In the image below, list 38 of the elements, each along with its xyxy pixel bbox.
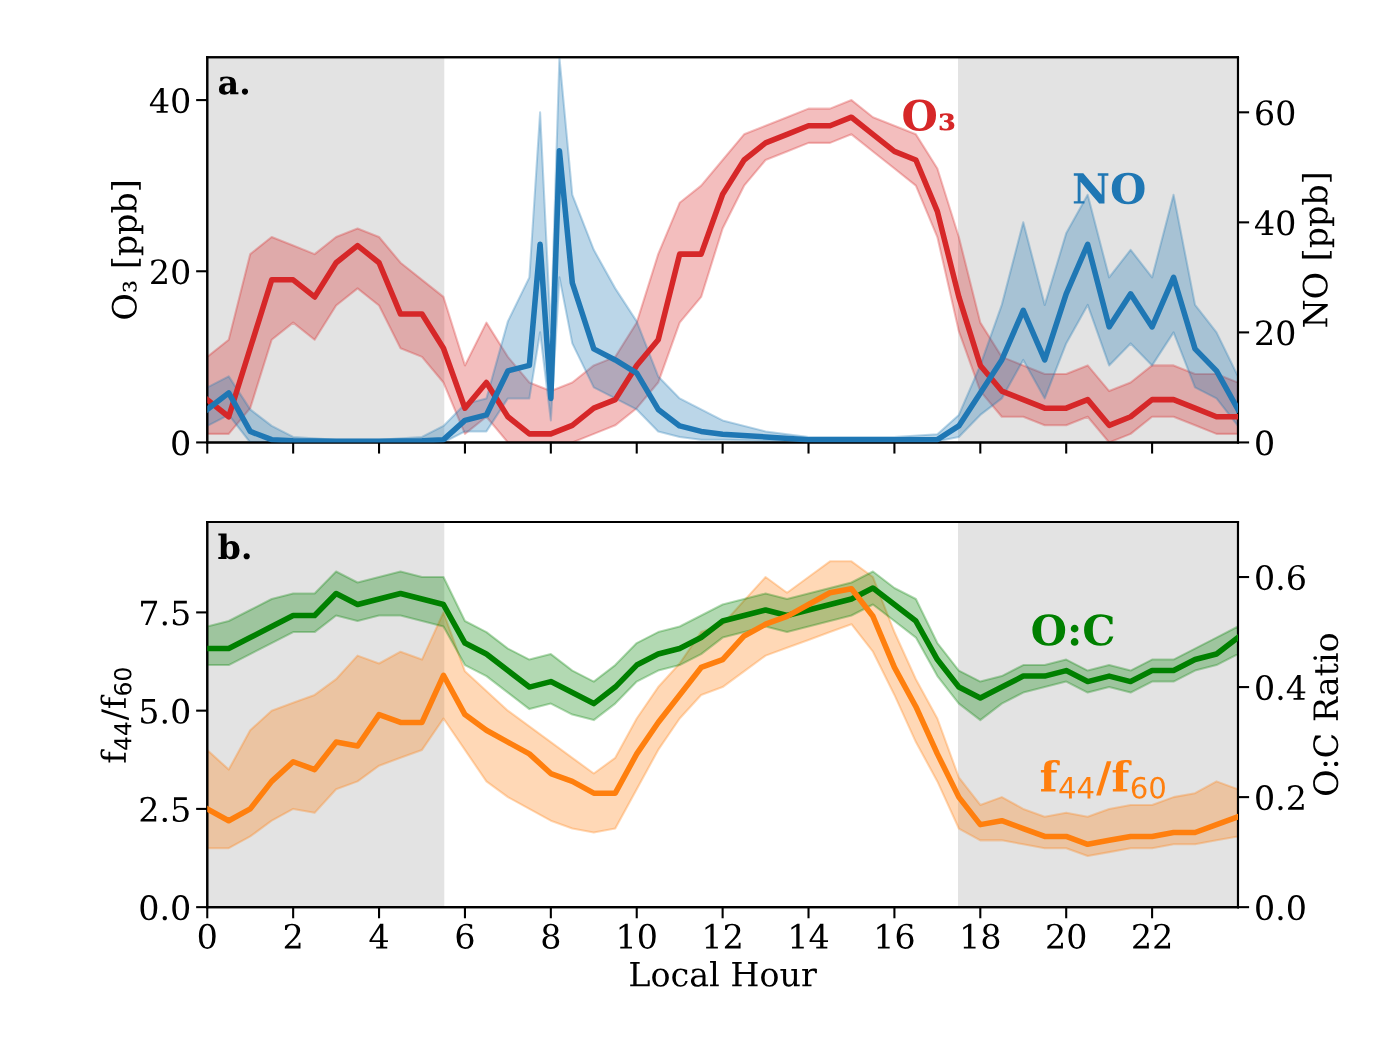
y-tick-label: 7.5	[141, 600, 189, 626]
x-tick-label: 22	[1133, 923, 1171, 949]
x-tick-label: 10	[619, 923, 656, 949]
y-axis-title: f$_{44}$/f$_{60}$	[100, 668, 132, 763]
series-label: O:C	[1032, 614, 1114, 646]
x-tick-label: 12	[705, 923, 741, 949]
x-tick-label: 18	[963, 923, 1000, 949]
x-tick-label: 16	[877, 923, 914, 949]
series-label: f$_{44}$/f$_{60}$	[1040, 759, 1165, 799]
y2-tick-label: 20	[1256, 320, 1295, 346]
x-tick-label: 8	[542, 923, 560, 949]
x-tick-label: 14	[791, 923, 829, 949]
y2-tick-label: 0	[1256, 430, 1273, 456]
y-tick-label: 40	[149, 88, 190, 114]
x-tick-label: 6	[456, 923, 474, 949]
annotation: a.	[218, 76, 249, 95]
y-tick-label: 5.0	[141, 698, 190, 724]
y-tick-label: 2.5	[140, 796, 189, 823]
y2-axis-title: NO [ppb]	[1301, 174, 1335, 327]
y2-tick-label: 0.6	[1256, 564, 1305, 591]
y-tick-label: 0	[172, 430, 190, 456]
y2-tick-label: 0.0	[1256, 895, 1305, 921]
x-tick-label: 4	[369, 923, 388, 949]
x-axis-title: Local Hour	[630, 960, 817, 987]
x-tick-label: 2	[284, 923, 301, 949]
y-tick-label: 20	[151, 259, 190, 285]
series-label: O₃	[903, 99, 955, 132]
x-tick-label: 20	[1047, 923, 1086, 949]
y2-tick-label: 0.2	[1256, 785, 1304, 811]
series-label: NO	[1073, 172, 1145, 205]
y2-tick-label: 60	[1256, 100, 1295, 126]
y2-tick-label: 40	[1254, 210, 1295, 236]
y2-axis-title: O:C Ratio	[1313, 634, 1339, 795]
y2-tick-label: 0.4	[1256, 675, 1306, 701]
y-axis-title: O₃ [ppb]	[111, 182, 144, 319]
x-tick-label: 0	[198, 923, 216, 949]
annotation: b.	[218, 533, 250, 560]
y-tick-label: 0.0	[140, 895, 190, 921]
